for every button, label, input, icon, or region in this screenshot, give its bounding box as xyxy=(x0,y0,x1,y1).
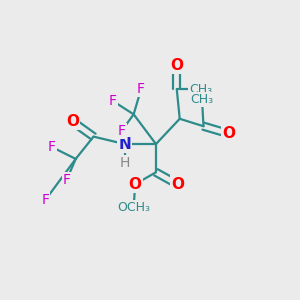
Text: O: O xyxy=(222,126,235,141)
Text: F: F xyxy=(48,140,56,154)
Text: O: O xyxy=(66,114,79,129)
Text: F: F xyxy=(118,124,126,138)
Text: F: F xyxy=(41,193,50,207)
Text: F: F xyxy=(109,94,117,108)
Text: OCH₃: OCH₃ xyxy=(117,202,150,214)
Text: F: F xyxy=(63,173,71,187)
Text: N: N xyxy=(118,136,131,152)
Text: O: O xyxy=(170,58,183,73)
Text: O: O xyxy=(171,177,184,192)
Text: CH₃: CH₃ xyxy=(190,93,214,106)
Text: CH₃: CH₃ xyxy=(189,82,212,96)
Text: O: O xyxy=(129,177,142,192)
Text: F: F xyxy=(137,82,145,96)
Text: H: H xyxy=(119,156,130,170)
